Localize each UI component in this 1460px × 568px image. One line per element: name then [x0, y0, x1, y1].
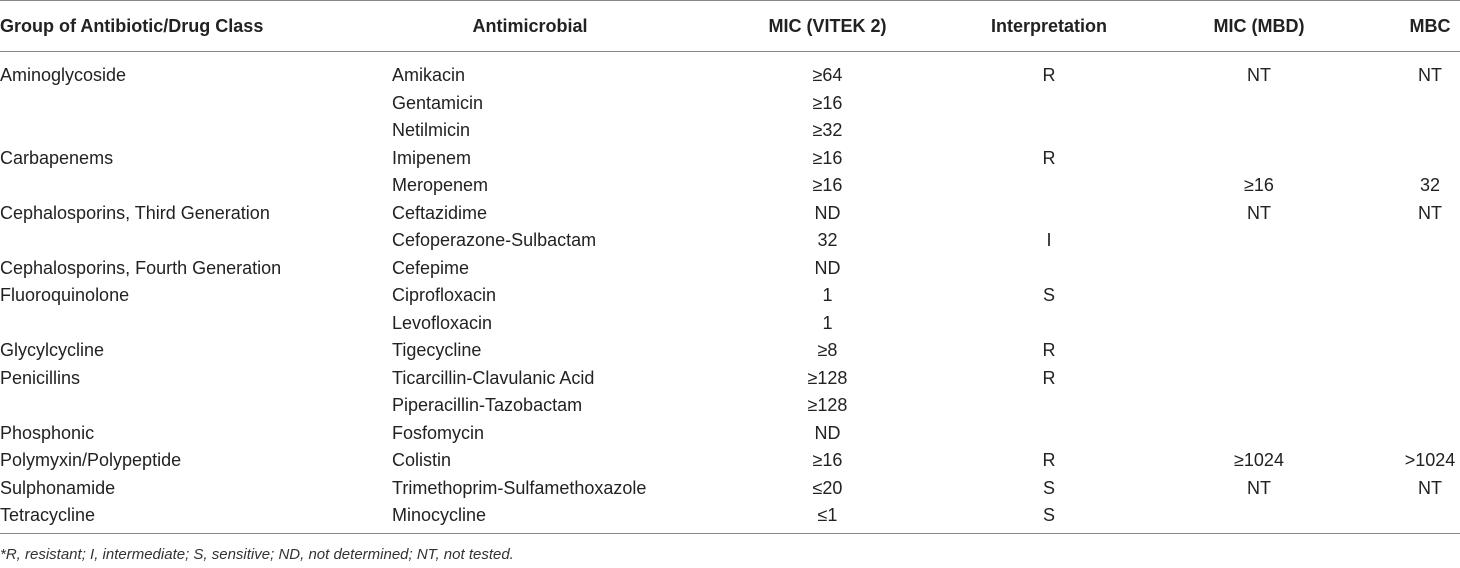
table-cell: Tetracycline: [0, 505, 96, 525]
table-cell: Minocycline: [392, 505, 487, 525]
table-cell: Phosphonic: [0, 422, 95, 443]
table-cell: Imipenem: [392, 147, 472, 168]
table-cell: S: [1042, 285, 1055, 305]
table-cell: Fosfomycin: [392, 422, 485, 443]
table-cell: 1: [822, 312, 833, 333]
table-cell: Trimethoprim-Sulfamethoxazole: [392, 477, 647, 498]
table-cell: ≤20: [812, 477, 843, 498]
table-cell: Polymyxin/Polypeptide: [0, 450, 182, 470]
table-cell: ≥16: [812, 147, 843, 168]
table-cell: ≥8: [817, 340, 838, 360]
table-cell: R: [1042, 340, 1056, 360]
table-cell: Fluoroquinolone: [0, 285, 130, 305]
table-cell: Ciprofloxacin: [392, 285, 497, 305]
table-cell: 32: [817, 230, 838, 250]
table-cell: ND: [814, 202, 841, 223]
table-cell: 32: [1419, 175, 1441, 195]
table-cell: ≥16: [812, 92, 843, 113]
table-cell: ≥64: [812, 65, 843, 85]
table-cell: ≤1: [817, 505, 838, 525]
table-cell: R: [1042, 65, 1056, 85]
table-cell: >1024: [1404, 450, 1456, 470]
table-cell: Levofloxacin: [392, 312, 493, 333]
table-cell: Penicillins: [0, 367, 81, 388]
table-cell: ≥128: [807, 395, 848, 415]
table-cell: ≥32: [812, 120, 843, 140]
table-cell: ≥16: [1244, 175, 1274, 195]
header-rule: [0, 51, 1460, 52]
header-cell: Interpretation: [990, 16, 1107, 36]
table-cell: Tigecycline: [392, 340, 482, 360]
table-cell: NT: [1418, 202, 1442, 223]
table-cell: Meropenem: [392, 175, 489, 195]
table-cell: ND: [814, 257, 841, 278]
table-cell: Carbapenems: [0, 147, 114, 168]
table-cell: NT: [1418, 65, 1442, 85]
table-cell: ≥1024: [1234, 450, 1284, 470]
table-cell: ≥16: [812, 450, 843, 470]
table-cell: Glycylcycline: [0, 340, 105, 360]
table-cell: Sulphonamide: [0, 477, 116, 498]
table-cell: ≥16: [812, 175, 843, 195]
table-cell: R: [1042, 147, 1056, 168]
table-cell: Ticarcillin-Clavulanic Acid: [392, 367, 595, 388]
table-cell: NT: [1247, 477, 1271, 498]
table-cell: NT: [1418, 477, 1442, 498]
table-cell: NT: [1247, 202, 1271, 223]
table-cell: Cephalosporins, Third Generation: [0, 202, 270, 223]
header-cell: MIC (VITEK 2): [768, 16, 887, 36]
table-cell: Cefoperazone-Sulbactam: [392, 230, 597, 250]
header-cell: Antimicrobial: [472, 16, 588, 36]
footnote: *R, resistant; I, intermediate; S, sensi…: [0, 546, 514, 563]
table-cell: Piperacillin-Tazobactam: [392, 395, 583, 415]
table-cell: S: [1042, 477, 1055, 498]
table-cell: Ceftazidime: [392, 202, 488, 223]
top-rule: [0, 0, 1460, 1]
table-cell: Aminoglycoside: [0, 65, 127, 85]
header-cell: Group of Antibiotic/Drug Class: [0, 16, 264, 36]
table-cell: S: [1042, 505, 1055, 525]
table-cell: ≥128: [807, 367, 848, 388]
table-cell: 1: [822, 285, 833, 305]
table-cell: ND: [814, 422, 841, 443]
table-cell: R: [1042, 367, 1056, 388]
table-cell: Cephalosporins, Fourth Generation: [0, 257, 282, 278]
header-cell: MIC (MBD): [1213, 16, 1305, 36]
table-cell: Gentamicin: [392, 92, 484, 113]
table-cell: Cefepime: [392, 257, 470, 278]
table-cell: I: [1046, 230, 1052, 250]
table-cell: NT: [1247, 65, 1271, 85]
header-cell: MBC: [1409, 16, 1451, 36]
bottom-rule: [0, 533, 1460, 534]
table-cell: Amikacin: [392, 65, 466, 85]
table-cell: R: [1042, 450, 1056, 470]
table-cell: Colistin: [392, 450, 452, 470]
table-cell: Netilmicin: [392, 120, 471, 140]
